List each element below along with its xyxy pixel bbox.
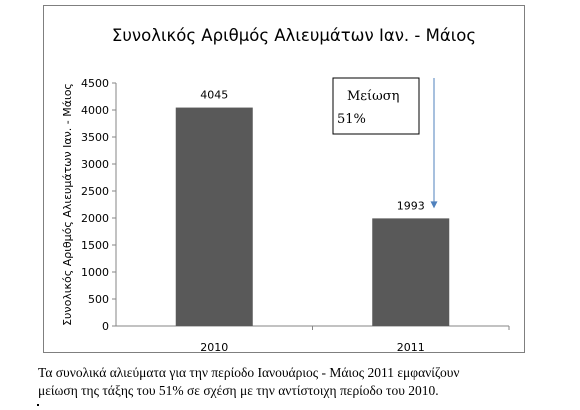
- y-tick-label: 3000: [81, 158, 109, 171]
- chart-caption: Τα συνολικά αλιεύματα για την περίοδο Ια…: [38, 364, 578, 400]
- y-tick-label: 1000: [81, 266, 109, 279]
- data-label-2010: 4045: [200, 89, 228, 102]
- caption-line-2: μείωση της τάξης του 51% σε σχέση με την…: [38, 383, 439, 398]
- x-tick-label-2010: 2010: [200, 341, 228, 354]
- y-tick-label: 3500: [81, 131, 109, 144]
- chart-title: Συνολικός Αριθμός Αλιευμάτων Ιαν. - Μάιο…: [112, 26, 476, 45]
- y-tick-label: 2500: [81, 185, 109, 198]
- bar-2011: [372, 218, 450, 326]
- annotation-box: [332, 77, 420, 135]
- y-tick-label: 2000: [81, 212, 109, 225]
- caption-line-1: Τα συνολικά αλιεύματα για την περίοδο Ια…: [38, 365, 460, 380]
- y-tick-label: 0: [102, 320, 109, 333]
- chart-frame: Συνολικός Αριθμός Αλιευμάτων Ιαν. - Μάιο…: [43, 5, 525, 354]
- bar-2010: [175, 107, 253, 326]
- data-label-2011: 1993: [397, 199, 425, 212]
- y-axis-label: Συνολικός Αριθμός Αλιευμάτων Ιαν. - Μάιο…: [61, 83, 74, 326]
- y-tick-label: 1500: [81, 239, 109, 252]
- x-tick-label-2011: 2011: [397, 341, 425, 354]
- annotation-line-2: 51%: [337, 112, 366, 127]
- y-tick-label: 500: [88, 293, 109, 306]
- annotation-line-1: Μείωση: [347, 89, 399, 104]
- bar-chart: Συνολικός Αριθμός Αλιευμάτων Ιαν. - Μάιο…: [61, 26, 510, 354]
- y-tick-label: 4000: [81, 104, 109, 117]
- annotation-arrow-head: [430, 201, 438, 209]
- y-tick-label: 4500: [81, 77, 109, 90]
- stray-dot: [37, 404, 39, 406]
